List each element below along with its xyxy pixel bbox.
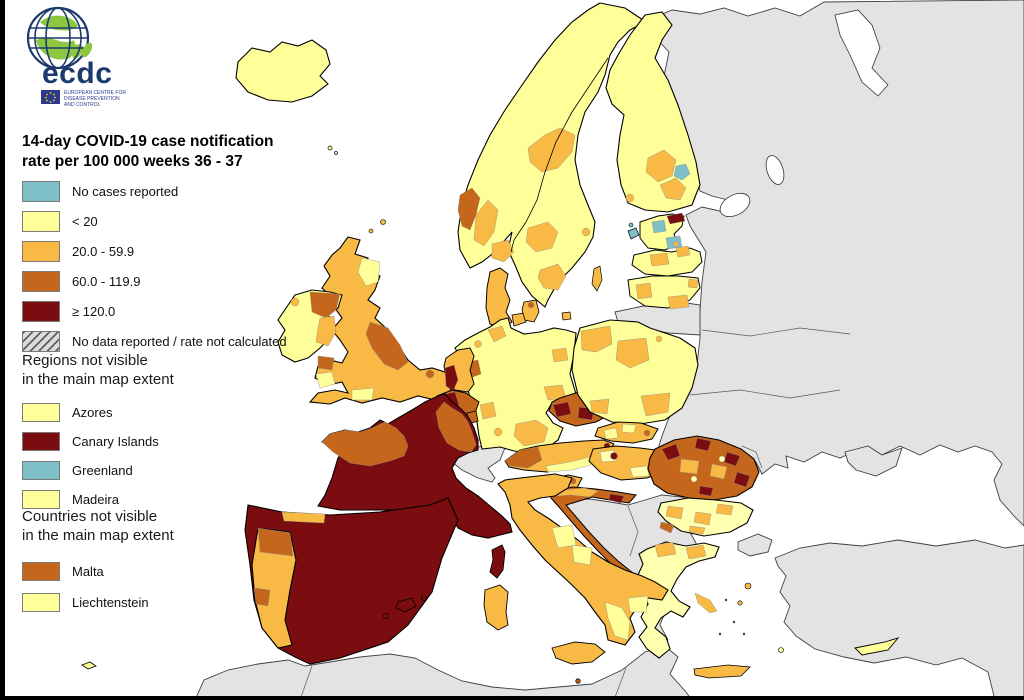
- country-netherlands: [443, 347, 475, 393]
- country-turkey-anatolia: [774, 539, 1024, 700]
- country-spain: [244, 497, 459, 665]
- regions-heading-line2: in the main map extent: [22, 370, 174, 388]
- bottom-border-strip: [0, 696, 1024, 700]
- region-north-africa: [194, 645, 693, 700]
- country-austria: [504, 439, 615, 473]
- legend-swatch-lt20: [22, 211, 60, 232]
- legend-label-liechtenstein: Liechtenstein: [72, 594, 149, 610]
- country-estonia: [627, 212, 686, 251]
- countries-heading-line2: in the main map extent: [22, 526, 174, 544]
- country-italy: [483, 473, 669, 684]
- logo-subtitle-1: EUROPEAN CENTRE FOR: [64, 90, 126, 96]
- legend-label-no-cases: No cases reported: [72, 184, 179, 199]
- regions-heading-line1: Regions not visible: [22, 352, 148, 369]
- legend-label-greenland: Greenland: [72, 462, 133, 478]
- legend-label-azores: Azores: [72, 404, 113, 420]
- country-united-kingdom: [308, 219, 453, 405]
- legend-label-malta: Malta: [72, 563, 104, 579]
- legend-item-lt20: < 20: [22, 211, 287, 232]
- map-title-line1: 14-day COVID-19 case notification: [22, 133, 274, 150]
- countries-heading-line1: Countries not visible: [22, 508, 158, 525]
- legend-item-canary-islands: Canary Islands: [22, 431, 174, 451]
- country-poland: [571, 319, 699, 425]
- legend-label-20-59: 20.0 - 59.9: [72, 244, 135, 259]
- legend-item-madeira: Madeira: [22, 489, 174, 509]
- legend-item-20-59: 20.0 - 59.9: [22, 241, 287, 262]
- legend-label-madeira: Madeira: [72, 491, 119, 507]
- country-iceland: [235, 39, 338, 155]
- country-turkey-thrace: [737, 533, 773, 557]
- legend-swatch-20-59: [22, 241, 60, 262]
- logo-subtitle-2: DISEASE PREVENTION: [64, 96, 120, 102]
- legend-swatch-liechtenstein: [22, 592, 60, 612]
- country-portugal: [81, 527, 297, 670]
- country-greece: [636, 541, 784, 679]
- logo-subtitle-3: AND CONTROL: [64, 102, 101, 108]
- legend-swatch-60-119: [22, 271, 60, 292]
- legend-swatch-no-cases: [22, 181, 60, 202]
- country-bulgaria: [657, 497, 754, 537]
- legend-swatch-canary-islands: [22, 431, 60, 451]
- country-latvia: [631, 245, 703, 277]
- legend-swatch-azores: [22, 402, 60, 422]
- country-romania: [647, 435, 760, 501]
- country-crimea: [844, 445, 903, 477]
- country-finland: [605, 11, 701, 213]
- legend-item-no-data: No data reported / rate not calculated: [22, 331, 287, 352]
- country-france: [317, 393, 513, 579]
- legend-item-60-119: 60.0 - 119.9: [22, 271, 287, 292]
- map-title: 14-day COVID-19 case notification rate p…: [22, 132, 274, 172]
- legend-label-lt20: < 20: [72, 214, 98, 229]
- rate-legend: No cases reported < 20 20.0 - 59.9 60.0 …: [22, 181, 287, 361]
- map-title-line2: rate per 100 000 weeks 36 - 37: [22, 153, 243, 171]
- country-ireland: [277, 289, 343, 363]
- country-lithuania: [627, 275, 701, 310]
- countries-legend-heading: Countries not visible in the main map ex…: [22, 508, 174, 546]
- legend-label-no-data: No data reported / rate not calculated: [72, 334, 287, 349]
- legend-swatch-greenland: [22, 460, 60, 480]
- non-eu-landmass: [194, 0, 1024, 700]
- leaf-icon: [81, 42, 93, 58]
- legend-label-canary-islands: Canary Islands: [72, 433, 159, 449]
- legend-swatch-madeira: [22, 489, 60, 509]
- legend-label-gte120: ≥ 120.0: [72, 304, 116, 319]
- countries-not-visible-legend: Countries not visible in the main map ex…: [22, 508, 174, 622]
- logo-acronym: ecdc: [42, 57, 112, 90]
- legend-item-no-cases: No cases reported: [22, 181, 287, 202]
- legend-item-liechtenstein: Liechtenstein: [22, 592, 174, 612]
- legend-swatch-no-data: [22, 331, 60, 352]
- country-slovakia: [594, 421, 659, 444]
- eu-flag-icon: [41, 90, 60, 104]
- legend-swatch-malta: [22, 561, 60, 581]
- ecdc-logo: ecdc EUROPEAN CENTRE FOR DISEASE PREVENT…: [16, 2, 156, 112]
- legend-item-malta: Malta: [22, 561, 174, 581]
- left-border-strip: [0, 0, 5, 700]
- legend-label-60-119: 60.0 - 119.9: [72, 274, 141, 289]
- country-cyprus: [854, 637, 900, 656]
- country-denmark: [485, 267, 572, 329]
- legend-swatch-gte120: [22, 301, 60, 322]
- regions-legend-heading: Regions not visible in the main map exte…: [22, 352, 174, 390]
- globe-icon: [26, 6, 90, 70]
- regions-not-visible-legend: Regions not visible in the main map exte…: [22, 352, 174, 519]
- country-norway-sweden: [457, 2, 646, 308]
- legend-item-greenland: Greenland: [22, 460, 174, 480]
- legend-item-gte120: ≥ 120.0: [22, 301, 287, 322]
- legend-item-azores: Azores: [22, 402, 174, 422]
